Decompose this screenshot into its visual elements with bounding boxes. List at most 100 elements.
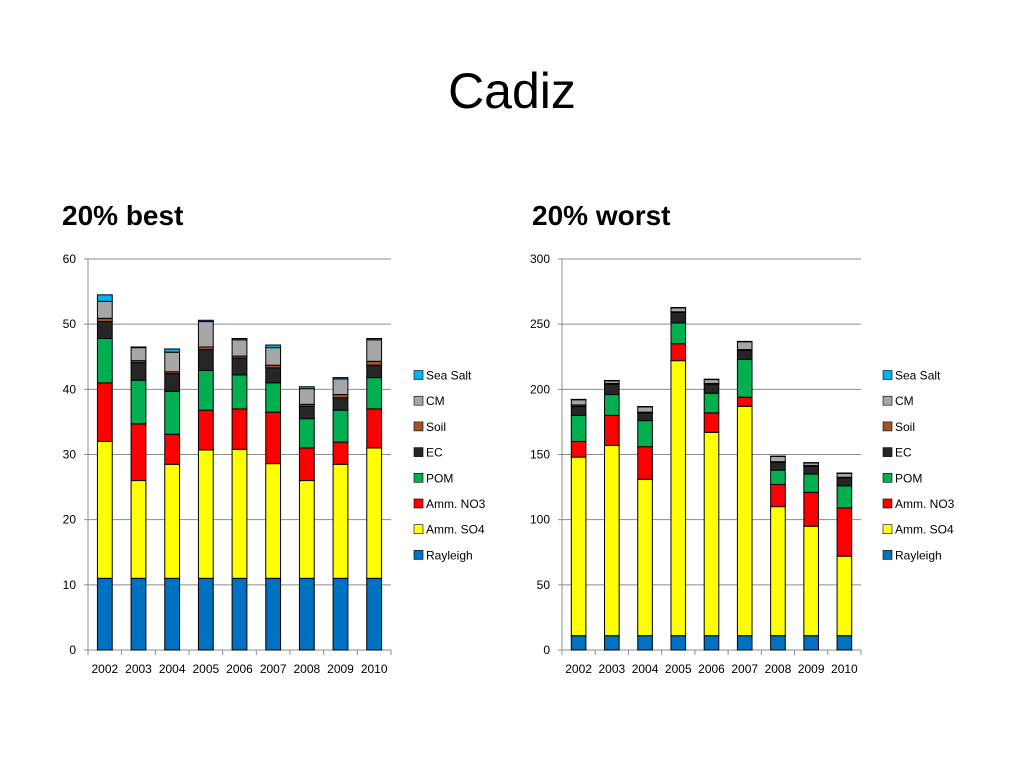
slide-title: Cadiz [448, 63, 576, 119]
bar-segment-sea-salt-2003 [130, 346, 147, 349]
y-tick-label: 20 [63, 513, 77, 527]
bar-segment-cm-2008 [770, 455, 786, 463]
legend-swatch-ec [413, 447, 424, 457]
bar-segment-pom-2003 [604, 394, 620, 416]
bar-segment-amm-so4-2006 [703, 431, 720, 637]
bar-segment-ec-2009 [803, 465, 819, 475]
bar-segment-pom-2010 [836, 485, 853, 509]
bar-segment-ec-2005 [670, 311, 687, 324]
bar-segment-ec-2004 [637, 412, 653, 422]
legend-swatch-sea-salt [413, 370, 424, 380]
legend-swatch-rayleigh [882, 550, 893, 560]
x-tick-label: 2005 [665, 662, 692, 676]
y-tick-label: 300 [530, 252, 550, 266]
y-tick-label: 50 [537, 578, 551, 592]
bar-segment-ec-2006 [703, 383, 720, 394]
legend-swatch-soil [882, 421, 893, 432]
bar-segment-amm-so4-2004 [637, 478, 653, 637]
bar-segment-pom-2004 [637, 420, 653, 448]
x-tick-label: 2008 [293, 662, 320, 676]
legend-swatch-soil [413, 421, 424, 432]
bar-segment-ec-2010 [836, 477, 853, 487]
chart-worst: 0 50 100 150 200 250 300 2002 2003 2004 2005 2006 20… [530, 252, 955, 676]
legend-swatch-cm [413, 395, 424, 406]
legend-label-rayleigh: Rayleigh [426, 548, 473, 562]
y-tick-label: 0 [69, 643, 76, 657]
bar-segment-sea-salt-2002 [96, 294, 113, 302]
bar-segment-rayleigh-2004 [637, 635, 653, 651]
y-tick-label: 250 [530, 317, 550, 331]
x-tick-label: 2006 [226, 662, 253, 676]
bar-segment-pom-2009 [803, 473, 819, 493]
bar-segment-rayleigh-2002 [570, 635, 587, 651]
bar-segment-rayleigh-2007 [736, 635, 753, 651]
bar-segment-amm-no3-2008 [770, 483, 786, 508]
bar-segment-amm-no3-2004 [637, 446, 653, 480]
bar-segment-amm-no3-2007 [736, 396, 753, 407]
legend-swatch-amm-so4 [413, 524, 424, 535]
legend-swatch-sea-salt [882, 370, 893, 380]
bar-segment-amm-so4-2009 [803, 525, 819, 637]
bar-segment-amm-so4-2010 [836, 555, 853, 637]
legend-label-amm-so4: Amm. SO4 [426, 523, 485, 537]
legend-swatch-pom [882, 472, 893, 483]
legend-swatch-amm-no3 [413, 498, 424, 509]
legend-label-ec: EC [426, 446, 443, 460]
legend-label-cm: CM [426, 394, 445, 408]
bar-segment-sea-salt-2008 [298, 386, 315, 390]
legend-label-soil: Soil [426, 420, 446, 434]
bar-segment-pom-2002 [570, 414, 587, 442]
legend-label-soil: Soil [895, 420, 915, 434]
x-tick-label: 2005 [192, 662, 219, 676]
bar-segment-rayleigh-2005 [670, 635, 687, 651]
x-tick-label: 2010 [831, 662, 858, 676]
bar-segment-pom-2007 [736, 358, 753, 398]
bar-segment-pom-2005 [670, 322, 687, 345]
bar-segment-sea-salt-2006 [231, 338, 248, 341]
bar-segment-amm-no3-2002 [570, 440, 587, 458]
x-tick-label: 2010 [361, 662, 388, 676]
bar-segment-sea-salt-2005 [197, 319, 214, 323]
bar-segment-amm-so4-2005 [670, 360, 687, 637]
bar-segment-amm-no3-2009 [803, 491, 819, 527]
bar-segment-cm-2007 [736, 341, 753, 351]
legend-label-ec: EC [895, 446, 912, 460]
chart-best: 0 10 20 30 40 50 60 2002 2003 2004 2005 2006 2007 200… [63, 252, 486, 676]
bar-segment-cm-2005 [670, 307, 687, 313]
x-tick-label: 2003 [125, 662, 152, 676]
bar-segment-pom-2006 [703, 392, 720, 414]
bar-segment-amm-so4-2007 [736, 405, 753, 637]
y-tick-label: 100 [530, 513, 550, 527]
legend-label-sea-salt: Sea Salt [426, 369, 472, 383]
bar-segment-rayleigh-2010 [836, 635, 853, 651]
legend-label-sea-salt: Sea Salt [895, 369, 941, 383]
bar-segment-cm-2010 [836, 472, 853, 478]
legend-swatch-pom [413, 472, 424, 483]
legend-swatch-rayleigh [413, 550, 424, 560]
bar-segment-rayleigh-2003 [604, 635, 620, 651]
x-tick-label: 2002 [565, 662, 592, 676]
bar-segment-amm-no3-2005 [670, 343, 687, 362]
legend-swatch-ec [882, 447, 893, 457]
x-tick-label: 2008 [765, 662, 792, 676]
bar-segment-amm-no3-2006 [703, 412, 720, 433]
legend-label-amm-no3: Amm. NO3 [895, 497, 955, 511]
y-tick-label: 150 [530, 448, 550, 462]
x-tick-label: 2004 [159, 662, 186, 676]
bar-segment-pom-2008 [770, 469, 786, 485]
panel-heading-best: 20% best [62, 200, 184, 231]
bar-segment-sea-salt-2007 [265, 344, 282, 349]
x-tick-label: 2002 [91, 662, 118, 676]
x-tick-label: 2003 [598, 662, 625, 676]
y-tick-label: 0 [543, 643, 550, 657]
legend-label-rayleigh: Rayleigh [895, 548, 942, 562]
x-tick-label: 2004 [632, 662, 659, 676]
bar-segment-amm-so4-2008 [770, 506, 786, 637]
y-tick-label: 60 [63, 252, 77, 266]
legend-label-cm: CM [895, 394, 914, 408]
panel-heading-worst: 20% worst [532, 200, 671, 231]
bar-segment-cm-2004 [637, 406, 653, 413]
bar-segment-amm-so4-2003 [604, 444, 620, 637]
x-tick-label: 2007 [731, 662, 758, 676]
